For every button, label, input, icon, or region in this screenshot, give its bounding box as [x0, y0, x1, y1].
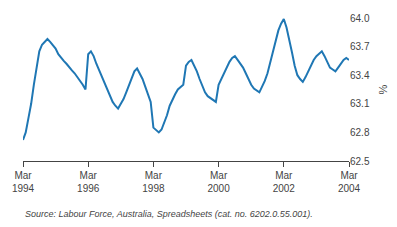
svg-text:62.5: 62.5: [350, 156, 370, 167]
svg-text:Mar2004: Mar2004: [338, 170, 361, 194]
svg-text:Mar1994: Mar1994: [12, 170, 35, 194]
svg-text:Mar1996: Mar1996: [77, 170, 100, 194]
svg-text:Source: Labour Force, Australi: Source: Labour Force, Australia, Spreads…: [25, 209, 313, 219]
svg-text:62.8: 62.8: [350, 127, 370, 138]
svg-text:%: %: [377, 84, 389, 94]
svg-text:Mar1998: Mar1998: [142, 170, 165, 194]
svg-text:63.1: 63.1: [350, 98, 370, 109]
svg-text:Mar2002: Mar2002: [273, 170, 296, 194]
svg-text:Mar2000: Mar2000: [207, 170, 230, 194]
svg-text:63.4: 63.4: [350, 70, 370, 81]
svg-text:63.7: 63.7: [350, 41, 370, 52]
svg-text:64.0: 64.0: [350, 13, 370, 24]
